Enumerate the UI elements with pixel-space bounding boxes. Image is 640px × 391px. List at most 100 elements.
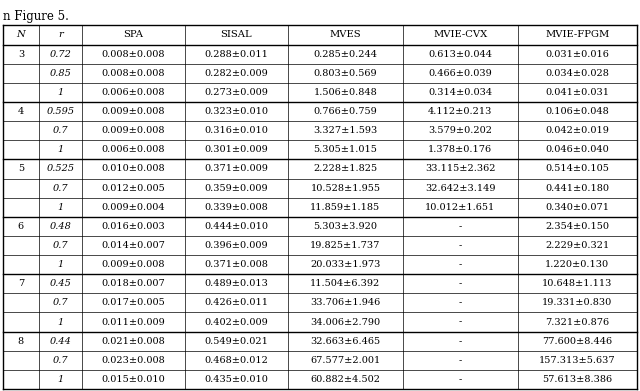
Text: 0.316±0.010: 0.316±0.010 xyxy=(204,126,268,135)
Text: 10.012±1.651: 10.012±1.651 xyxy=(425,203,495,212)
Text: 1: 1 xyxy=(57,260,63,269)
Text: 0.009±0.004: 0.009±0.004 xyxy=(102,203,165,212)
Text: 2.229±0.321: 2.229±0.321 xyxy=(545,241,609,250)
Text: 0.021±0.008: 0.021±0.008 xyxy=(102,337,165,346)
Text: 7.321±0.876: 7.321±0.876 xyxy=(545,317,609,326)
Text: 0.803±0.569: 0.803±0.569 xyxy=(314,69,377,78)
Text: -: - xyxy=(459,317,462,326)
Text: 6: 6 xyxy=(18,222,24,231)
Text: 0.009±0.008: 0.009±0.008 xyxy=(102,260,165,269)
Text: 77.600±8.446: 77.600±8.446 xyxy=(542,337,612,346)
Text: 0.444±0.010: 0.444±0.010 xyxy=(204,222,268,231)
Text: -: - xyxy=(459,356,462,365)
Text: 0.282±0.009: 0.282±0.009 xyxy=(205,69,268,78)
Text: 1.378±0.176: 1.378±0.176 xyxy=(428,145,492,154)
Text: N: N xyxy=(17,30,25,39)
Text: -: - xyxy=(459,279,462,288)
Text: 4.112±0.213: 4.112±0.213 xyxy=(428,107,493,116)
Text: 0.426±0.011: 0.426±0.011 xyxy=(204,298,268,307)
Text: 0.042±0.019: 0.042±0.019 xyxy=(545,126,609,135)
Text: 0.023±0.008: 0.023±0.008 xyxy=(102,356,165,365)
Text: 1: 1 xyxy=(57,145,63,154)
Text: 5.303±3.920: 5.303±3.920 xyxy=(314,222,378,231)
Text: 33.706±1.946: 33.706±1.946 xyxy=(310,298,380,307)
Text: 0.85: 0.85 xyxy=(49,69,71,78)
Text: 0.009±0.008: 0.009±0.008 xyxy=(102,107,165,116)
Text: 1: 1 xyxy=(57,88,63,97)
Text: 0.7: 0.7 xyxy=(52,126,68,135)
Text: 0.009±0.008: 0.009±0.008 xyxy=(102,126,165,135)
Text: -: - xyxy=(459,298,462,307)
Text: -: - xyxy=(459,260,462,269)
Text: 0.466±0.039: 0.466±0.039 xyxy=(428,69,492,78)
Text: 0.371±0.008: 0.371±0.008 xyxy=(204,260,268,269)
Text: MVIE-FPGM: MVIE-FPGM xyxy=(545,30,609,39)
Text: 0.339±0.008: 0.339±0.008 xyxy=(205,203,268,212)
Text: 11.504±6.392: 11.504±6.392 xyxy=(310,279,380,288)
Text: 67.577±2.001: 67.577±2.001 xyxy=(310,356,380,365)
Text: 0.7: 0.7 xyxy=(52,298,68,307)
Text: 0.45: 0.45 xyxy=(49,279,71,288)
Text: 1: 1 xyxy=(57,203,63,212)
Text: 0.006±0.008: 0.006±0.008 xyxy=(102,88,165,97)
Text: 0.371±0.009: 0.371±0.009 xyxy=(204,165,268,174)
Text: 32.663±6.465: 32.663±6.465 xyxy=(310,337,380,346)
Text: 0.468±0.012: 0.468±0.012 xyxy=(204,356,268,365)
Text: 0.106±0.048: 0.106±0.048 xyxy=(545,107,609,116)
Text: 0.014±0.007: 0.014±0.007 xyxy=(102,241,165,250)
Text: 0.016±0.003: 0.016±0.003 xyxy=(102,222,165,231)
Text: 1.220±0.130: 1.220±0.130 xyxy=(545,260,609,269)
Text: MVES: MVES xyxy=(330,30,361,39)
Text: 0.359±0.009: 0.359±0.009 xyxy=(205,184,268,193)
Text: 0.015±0.010: 0.015±0.010 xyxy=(102,375,165,384)
Text: 0.549±0.021: 0.549±0.021 xyxy=(204,337,268,346)
Text: -: - xyxy=(459,222,462,231)
Text: 0.435±0.010: 0.435±0.010 xyxy=(204,375,268,384)
Text: 2.228±1.825: 2.228±1.825 xyxy=(313,165,378,174)
Text: 34.006±2.790: 34.006±2.790 xyxy=(310,317,380,326)
Text: 33.115±2.362: 33.115±2.362 xyxy=(425,165,495,174)
Text: 0.011±0.009: 0.011±0.009 xyxy=(102,317,165,326)
Text: 0.017±0.005: 0.017±0.005 xyxy=(102,298,165,307)
Text: 0.340±0.071: 0.340±0.071 xyxy=(545,203,609,212)
Text: 0.402±0.009: 0.402±0.009 xyxy=(205,317,268,326)
Text: 0.323±0.010: 0.323±0.010 xyxy=(204,107,268,116)
Text: 0.288±0.011: 0.288±0.011 xyxy=(204,50,268,59)
Text: 0.018±0.007: 0.018±0.007 xyxy=(102,279,165,288)
Text: 1: 1 xyxy=(57,317,63,326)
Text: 1.506±0.848: 1.506±0.848 xyxy=(314,88,377,97)
Text: 5.305±1.015: 5.305±1.015 xyxy=(314,145,377,154)
Text: 7: 7 xyxy=(18,279,24,288)
Text: MVIE-CVX: MVIE-CVX xyxy=(433,30,488,39)
Text: 60.882±4.502: 60.882±4.502 xyxy=(310,375,380,384)
Text: 0.034±0.028: 0.034±0.028 xyxy=(545,69,609,78)
Text: 20.033±1.973: 20.033±1.973 xyxy=(310,260,381,269)
Text: 19.331±0.830: 19.331±0.830 xyxy=(542,298,612,307)
Text: 0.301±0.009: 0.301±0.009 xyxy=(205,145,268,154)
Text: 2.354±0.150: 2.354±0.150 xyxy=(545,222,609,231)
Text: 157.313±5.637: 157.313±5.637 xyxy=(539,356,616,365)
Text: 0.7: 0.7 xyxy=(52,184,68,193)
Text: 0.44: 0.44 xyxy=(49,337,71,346)
Text: -: - xyxy=(459,375,462,384)
Text: 0.48: 0.48 xyxy=(49,222,71,231)
Text: 8: 8 xyxy=(18,337,24,346)
Text: 0.010±0.008: 0.010±0.008 xyxy=(102,165,165,174)
Text: 4: 4 xyxy=(18,107,24,116)
Text: 0.273±0.009: 0.273±0.009 xyxy=(204,88,268,97)
Text: 0.7: 0.7 xyxy=(52,356,68,365)
Text: 0.314±0.034: 0.314±0.034 xyxy=(428,88,492,97)
Text: 0.766±0.759: 0.766±0.759 xyxy=(314,107,377,116)
Text: 3.579±0.202: 3.579±0.202 xyxy=(428,126,492,135)
Text: 10.528±1.955: 10.528±1.955 xyxy=(310,184,380,193)
Text: 3: 3 xyxy=(18,50,24,59)
Text: n Figure 5.: n Figure 5. xyxy=(3,10,69,23)
Text: 0.441±0.180: 0.441±0.180 xyxy=(545,184,609,193)
Text: 10.648±1.113: 10.648±1.113 xyxy=(542,279,612,288)
Text: r: r xyxy=(58,30,63,39)
Text: 0.006±0.008: 0.006±0.008 xyxy=(102,145,165,154)
Text: 0.613±0.044: 0.613±0.044 xyxy=(428,50,492,59)
Text: 0.008±0.008: 0.008±0.008 xyxy=(102,69,165,78)
Text: 19.825±1.737: 19.825±1.737 xyxy=(310,241,381,250)
Text: 0.031±0.016: 0.031±0.016 xyxy=(545,50,609,59)
